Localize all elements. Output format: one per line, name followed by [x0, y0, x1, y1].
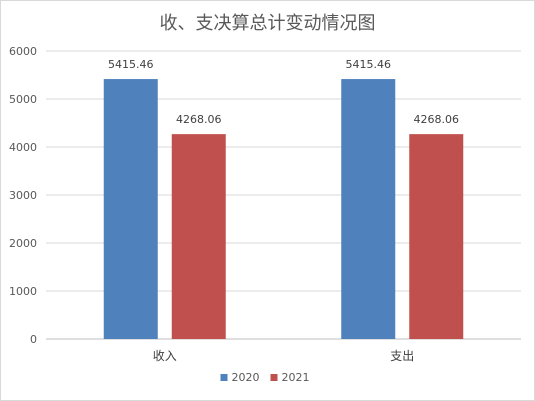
data-label: 4268.06 — [176, 113, 222, 126]
x-category-label: 支出 — [390, 349, 414, 363]
y-tick-label: 1000 — [9, 285, 37, 298]
legend-label: 2020 — [232, 371, 260, 384]
data-label: 4268.06 — [414, 113, 460, 126]
legend-swatch-2020 — [220, 374, 228, 381]
x-category-label: 收入 — [153, 349, 177, 363]
data-label: 5415.46 — [108, 58, 154, 71]
y-tick-label: 6000 — [9, 45, 37, 58]
y-tick-label: 5000 — [9, 93, 37, 106]
bar-2021-支出 — [409, 134, 464, 339]
legend-label: 2021 — [282, 371, 310, 384]
chart-title: 收、支决算总计变动情况图 — [159, 13, 376, 34]
y-tick-label: 4000 — [9, 141, 37, 154]
bar-2021-收入 — [171, 134, 226, 339]
y-tick-label: 3000 — [9, 189, 37, 202]
bar-2020-支出 — [341, 79, 396, 339]
data-label: 5415.46 — [346, 58, 392, 71]
y-tick-label: 2000 — [9, 237, 37, 250]
y-tick-label: 0 — [30, 333, 37, 346]
legend-swatch-2021 — [270, 374, 278, 381]
bar-2020-收入 — [103, 79, 158, 339]
